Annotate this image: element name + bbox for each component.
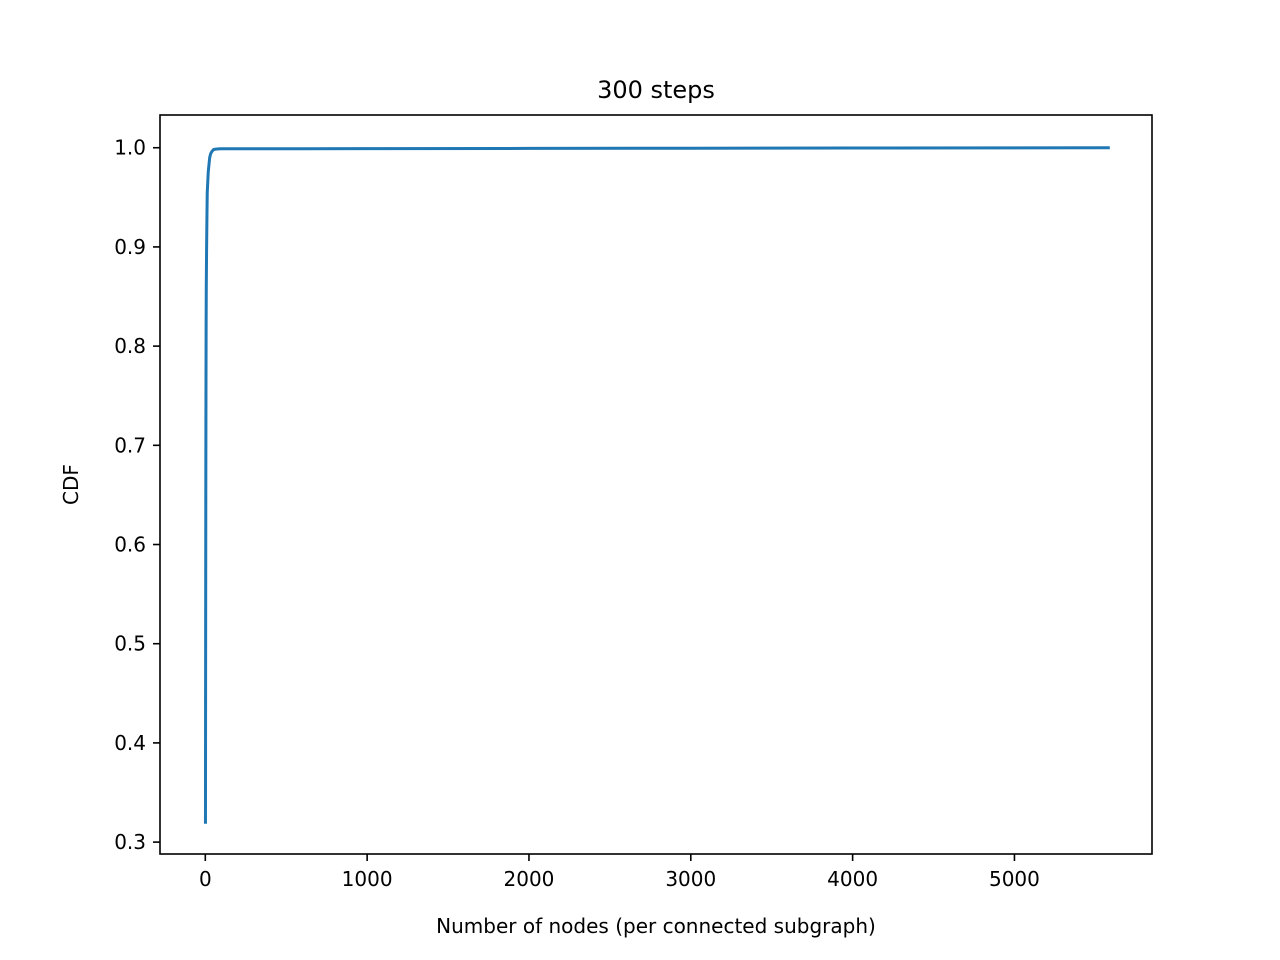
y-tick-label: 0.4	[114, 731, 146, 755]
y-tick-label: 0.9	[114, 235, 146, 259]
series-line-1	[203, 146, 1110, 824]
x-axis-label: Number of nodes (per connected subgraph)	[436, 914, 876, 938]
axes-frame	[159, 114, 1153, 855]
x-tick-label: 3000	[665, 867, 716, 891]
x-tick-label: 1000	[342, 867, 393, 891]
chart-title: 300 steps	[597, 76, 715, 104]
x-tick-label: 0	[199, 867, 212, 891]
y-tick-label: 1.0	[114, 136, 146, 160]
y-tick-label: 0.8	[114, 334, 146, 358]
y-axis: 0.3 0.4 0.5 0.6 0.7 0.8 0.9 1.0	[114, 136, 160, 854]
plot-area	[203, 146, 1110, 824]
y-tick-label: 0.6	[114, 533, 146, 557]
x-tick-label: 5000	[989, 867, 1040, 891]
y-tick-label: 0.7	[114, 433, 146, 457]
y-tick-label: 0.3	[114, 830, 146, 854]
x-tick-label: 4000	[827, 867, 878, 891]
y-tick-label: 0.5	[114, 632, 146, 656]
y-axis-label: CDF	[59, 464, 83, 505]
x-tick-label: 2000	[504, 867, 555, 891]
x-axis: 0 1000 2000 3000 4000 5000	[199, 854, 1040, 891]
